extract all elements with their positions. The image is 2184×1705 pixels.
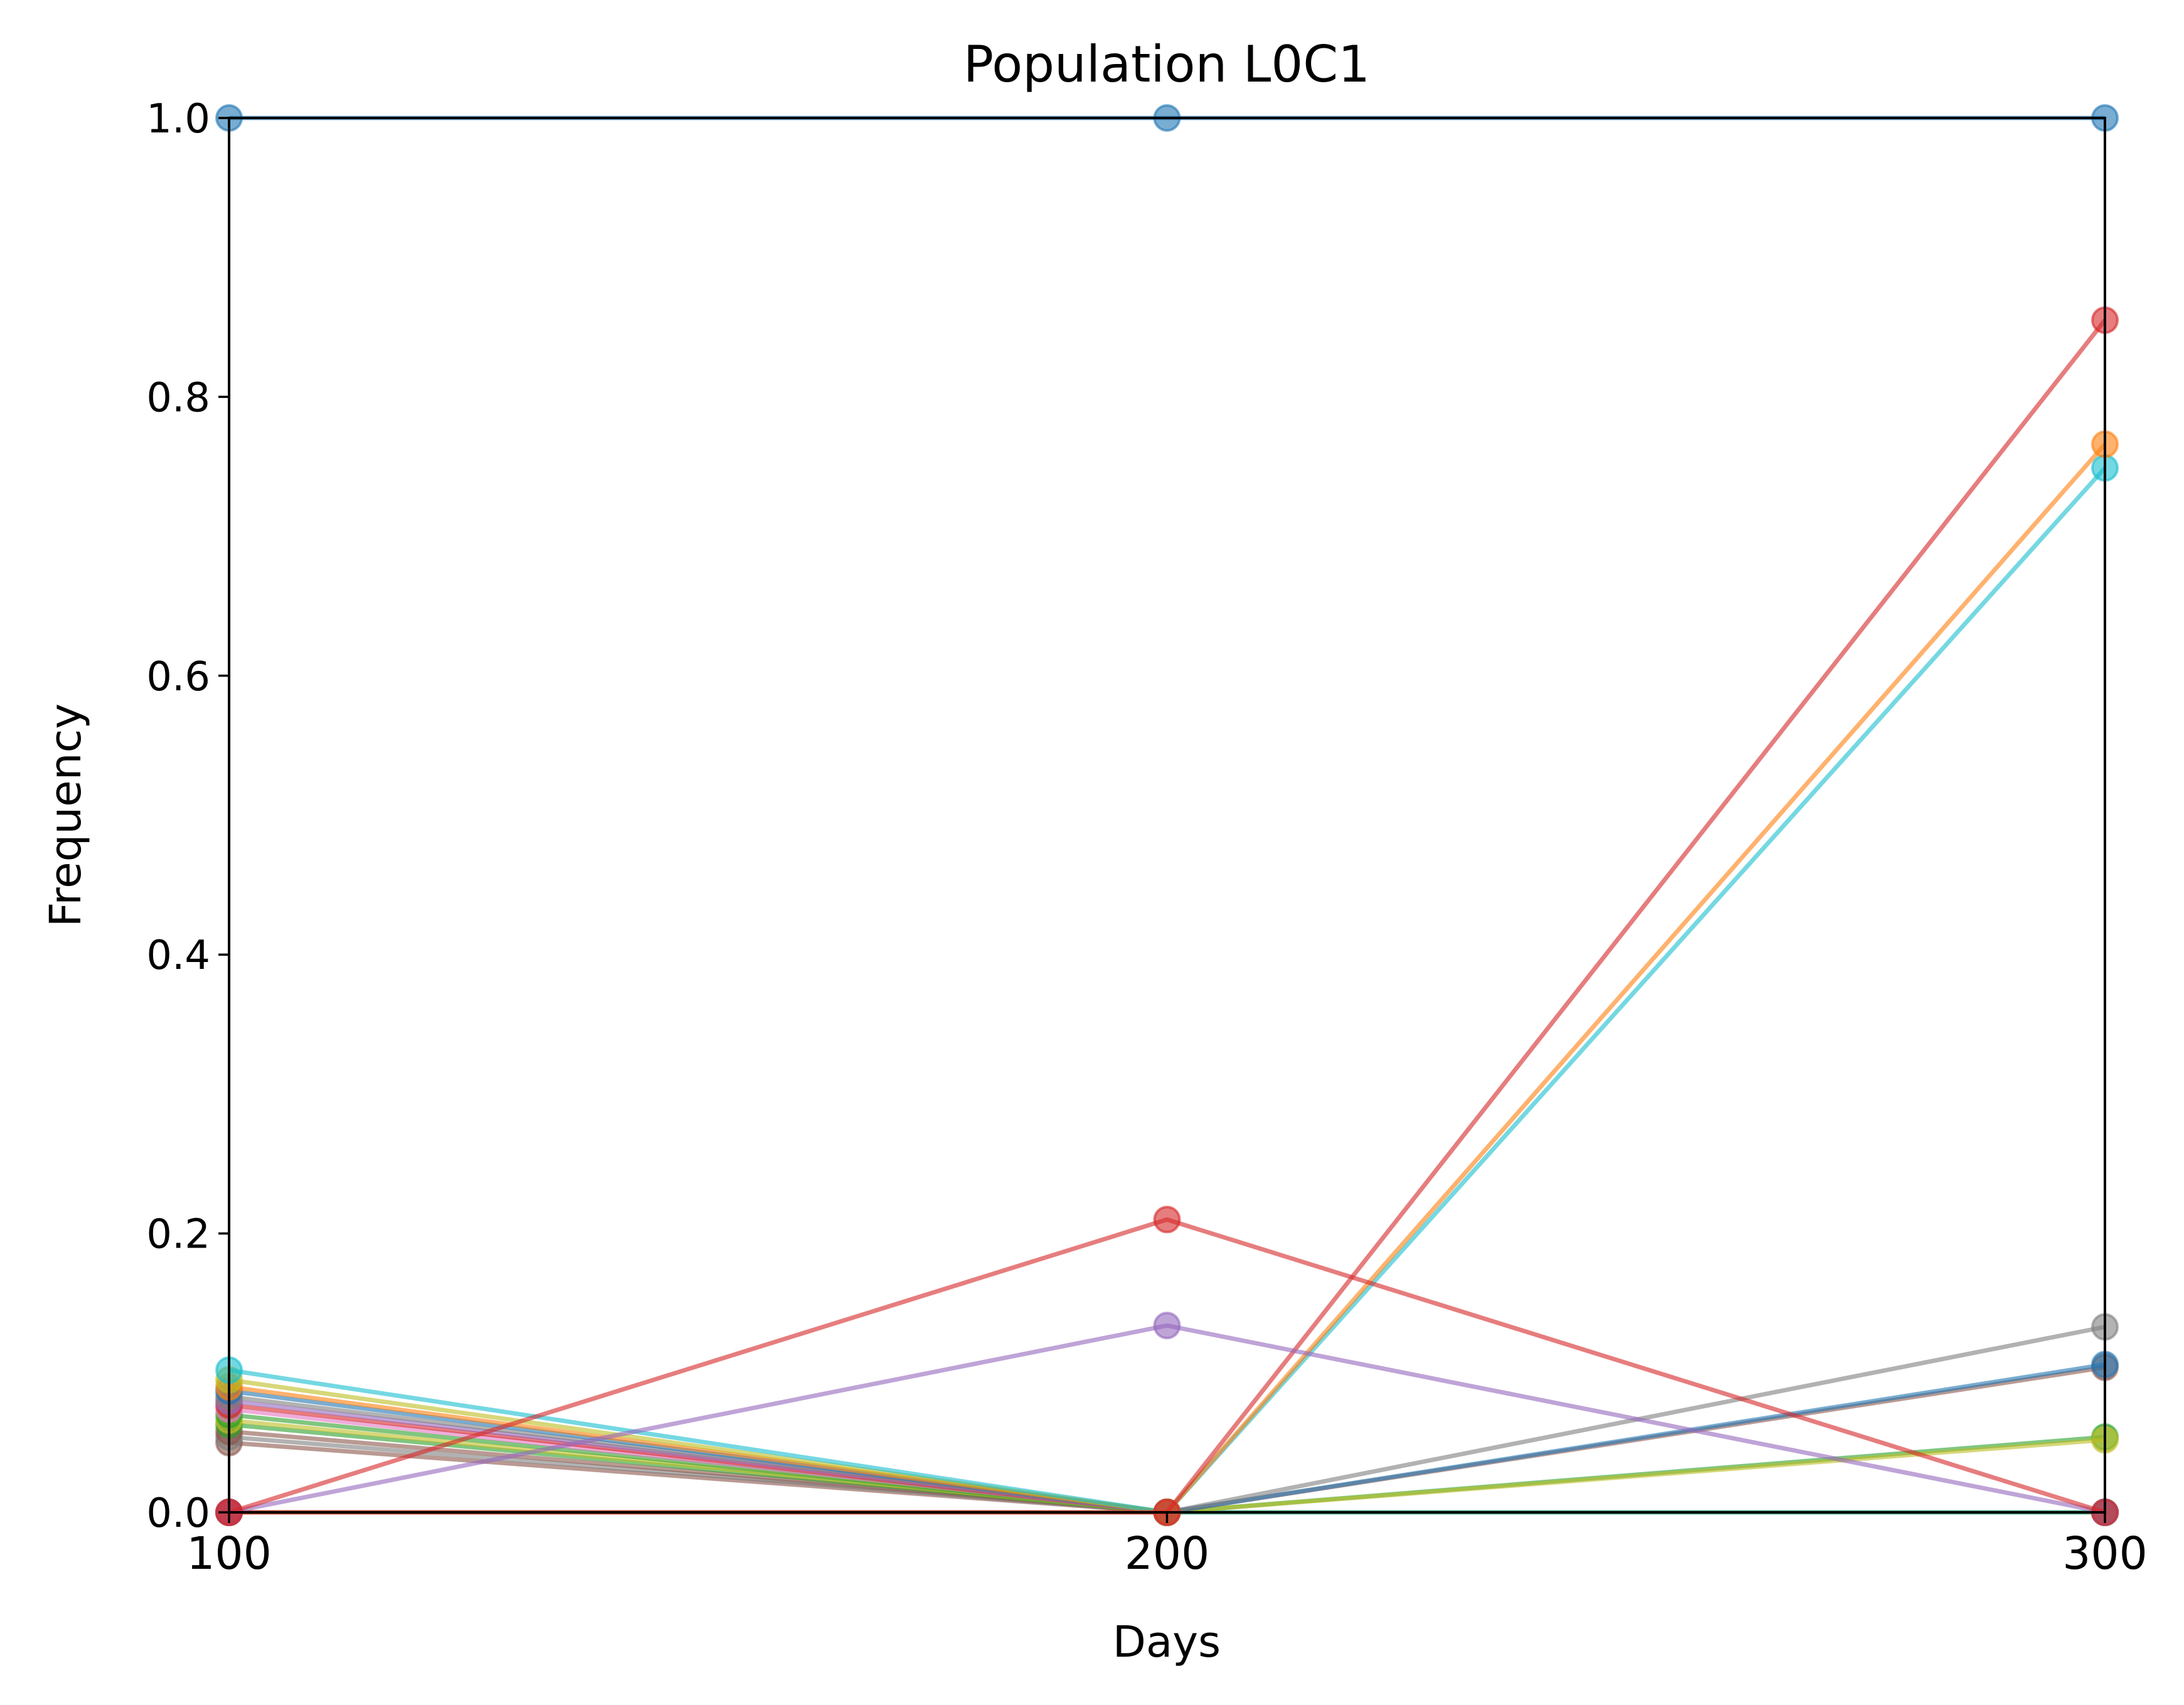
data-point [1153,1205,1181,1234]
axis-ticks: 0.0 0.2 0.4 0.6 0.8 1.0 100 200 300 [146,96,2148,1579]
chart-title: Population L0C1 [963,35,1370,94]
y-tick-label: 0.8 [146,375,210,421]
x-tick-label: 200 [1125,1527,1210,1579]
y-tick-label: 1.0 [146,96,210,142]
x-tick-label: 300 [2062,1527,2148,1579]
y-tick-label: 0.6 [146,654,210,700]
x-tick-label: 100 [186,1527,272,1579]
y-tick-label: 0.2 [146,1212,210,1258]
y-tick-label: 0.0 [146,1490,210,1537]
y-axis-label: Frequency [41,703,91,927]
x-axis-label: Days [1113,1617,1221,1667]
data-point [1153,1312,1181,1340]
y-tick-label: 0.4 [146,933,210,979]
